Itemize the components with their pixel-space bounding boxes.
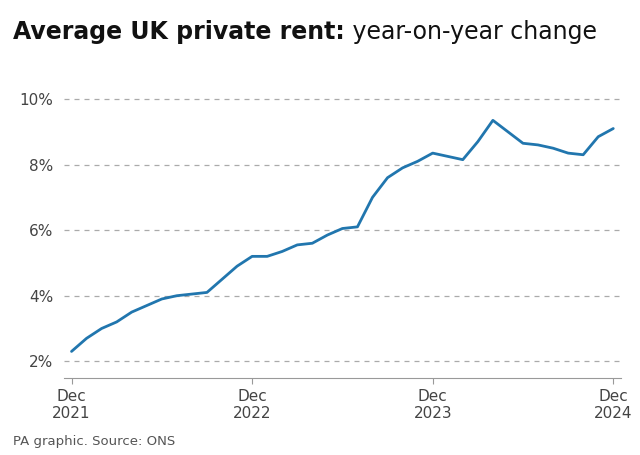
Text: PA graphic. Source: ONS: PA graphic. Source: ONS bbox=[13, 435, 175, 448]
Text: year-on-year change: year-on-year change bbox=[344, 20, 596, 45]
Text: Average UK private rent:: Average UK private rent: bbox=[13, 20, 344, 45]
